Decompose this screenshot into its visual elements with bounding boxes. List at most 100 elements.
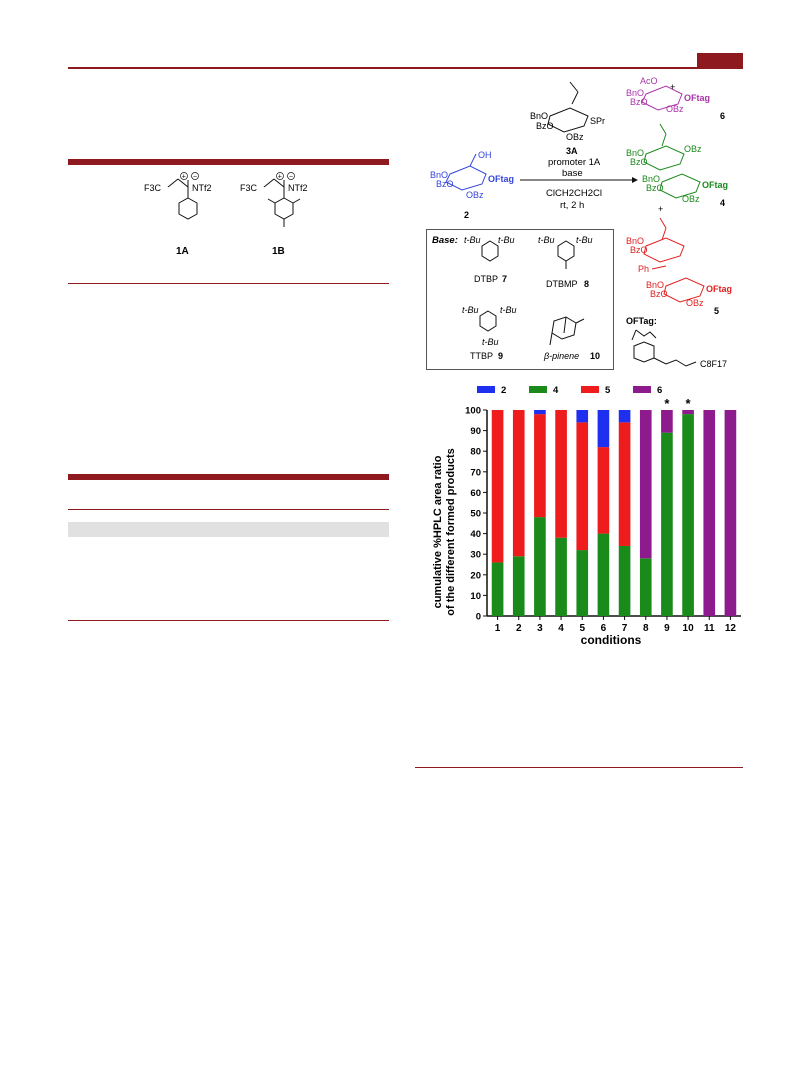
base-dtbp: t-Bu t-Bu DTBP 7 — [464, 235, 515, 284]
figure-caption-rule — [415, 767, 743, 768]
y-tick-label: 70 — [470, 467, 481, 478]
bar-segment-4 — [555, 537, 567, 616]
p4-bzo-2: BzO — [646, 183, 664, 193]
bar-segment-6 — [703, 410, 716, 616]
dtbmp-tbu-left: t-Bu — [538, 235, 555, 245]
plus-charge-a: + — [182, 174, 186, 181]
bar-annotation: * — [686, 396, 692, 411]
base-box — [426, 229, 614, 370]
donor-spr: SPr — [590, 116, 605, 126]
bar-segment-4 — [512, 556, 525, 616]
oftag-title: OFTag: — [626, 316, 657, 326]
donor-bzo: BzO — [536, 121, 554, 131]
cf3-label-a: F3C — [144, 183, 162, 193]
dtbmp-number: 8 — [584, 279, 589, 289]
product-5: BnO BzO Ph BnO BzO OBz OFtag 5 — [626, 217, 732, 316]
donor-label: 3A — [566, 146, 578, 156]
table-mid-rule — [68, 509, 389, 510]
bar-segment-2 — [618, 410, 631, 423]
bar-segment-5 — [534, 414, 546, 518]
compound-1B: F3C + − NTf2 1B — [240, 172, 308, 257]
dtbmp-name: DTBMP — [546, 279, 578, 289]
p4-obz-1: OBz — [684, 144, 702, 154]
p5-ph: Ph — [638, 264, 649, 274]
bar-segment-2 — [576, 410, 589, 423]
table-bottom-rule — [68, 620, 389, 621]
x-tick-label: 11 — [704, 623, 715, 634]
acceptor-bno: BnO — [430, 170, 448, 180]
acceptor-obz: OBz — [466, 190, 484, 200]
cf3-label-b: F3C — [240, 183, 258, 193]
legend-label-2: 2 — [501, 385, 506, 396]
chart-bars: * * — [491, 396, 737, 616]
x-tick-label: 10 — [683, 623, 695, 634]
label-1B: 1B — [272, 246, 285, 257]
base-beta-pinene: β-pinene 10 — [543, 316, 600, 361]
p5-obz: OBz — [686, 298, 704, 308]
donor-bno: BnO — [530, 111, 548, 121]
bar-segment-6 — [724, 410, 737, 616]
plus-charge-b: + — [278, 174, 282, 181]
acceptor-label: 2 — [464, 210, 469, 220]
ntf2-label-a: NTf2 — [192, 183, 212, 193]
x-tick-label: 4 — [558, 623, 564, 634]
bar-segment-2 — [597, 410, 610, 448]
bar-segment-4 — [597, 533, 610, 616]
acceptor-oh: OH — [478, 150, 492, 160]
p5-oftag: OFtag — [706, 284, 732, 294]
header-tab — [697, 53, 743, 68]
y-tick-label: 90 — [470, 426, 481, 437]
minus-charge-b: − — [289, 174, 293, 181]
p4-obz-2: OBz — [682, 194, 700, 204]
ttbp-name: TTBP — [470, 351, 493, 361]
x-tick-label: 7 — [622, 623, 628, 634]
x-tick-label: 5 — [579, 623, 585, 634]
p4-bno-2: BnO — [642, 174, 660, 184]
chart-ylabel-line1: cumulative %HPLC area ratio — [432, 455, 444, 608]
bar-segment-4 — [661, 432, 673, 616]
dtbp-tbu-left: t-Bu — [464, 235, 481, 245]
reaction-scheme: OH BnO BzO OBz OFtag 2 BnO BzO OBz SPr 3… — [430, 76, 732, 369]
legend-swatch-2 — [477, 386, 495, 393]
dtbmp-tbu-right: t-Bu — [576, 235, 593, 245]
legend-swatch-5 — [581, 386, 599, 393]
figure-top-rule — [68, 159, 389, 165]
acceptor-2: OH BnO BzO OBz OFtag 2 — [430, 150, 514, 220]
bar-segment-6 — [661, 410, 673, 433]
product-6: AcO BnO BzO OBz OFtag + 6 — [626, 76, 725, 121]
p4-bno-1: BnO — [626, 148, 644, 158]
legend-label-6: 6 — [657, 385, 662, 396]
ntf2-label-b: NTf2 — [288, 183, 308, 193]
figure-bottom-rule — [68, 283, 389, 284]
beta-pinene-name: β-pinene — [543, 351, 579, 361]
bar-segment-4 — [491, 562, 504, 616]
bar-segment-5 — [491, 410, 504, 563]
dtbp-name: DTBP — [474, 274, 498, 284]
reagent-temp-time: rt, 2 h — [560, 200, 584, 211]
y-tick-label: 100 — [465, 406, 481, 417]
chart-legend: 2 4 5 6 — [477, 385, 662, 396]
ttbp-number: 9 — [498, 351, 503, 361]
x-tick-label: 2 — [516, 623, 522, 634]
oftag-chain: C8F17 — [700, 359, 727, 369]
legend-label-4: 4 — [553, 385, 559, 396]
reagent-promoter: promoter 1A — [548, 157, 601, 168]
bar-segment-4 — [534, 517, 546, 616]
bar-annotation: * — [664, 396, 670, 411]
p5-bzo-1: BzO — [630, 245, 648, 255]
p6-plus: + — [670, 82, 675, 92]
x-tick-label: 3 — [537, 623, 543, 634]
y-tick-label: 20 — [470, 570, 481, 581]
p4-bzo-1: BzO — [630, 157, 648, 167]
acceptor-bzo: BzO — [436, 179, 454, 189]
x-tick-label: 8 — [643, 623, 649, 634]
p5-bno-1: BnO — [626, 236, 644, 246]
x-tick-label: 6 — [601, 623, 607, 634]
bar-segment-5 — [618, 422, 631, 546]
base-title: Base: — [432, 235, 458, 246]
dtbp-number: 7 — [502, 274, 507, 284]
x-tick-label: 12 — [725, 623, 737, 634]
legend-swatch-4 — [529, 386, 547, 393]
